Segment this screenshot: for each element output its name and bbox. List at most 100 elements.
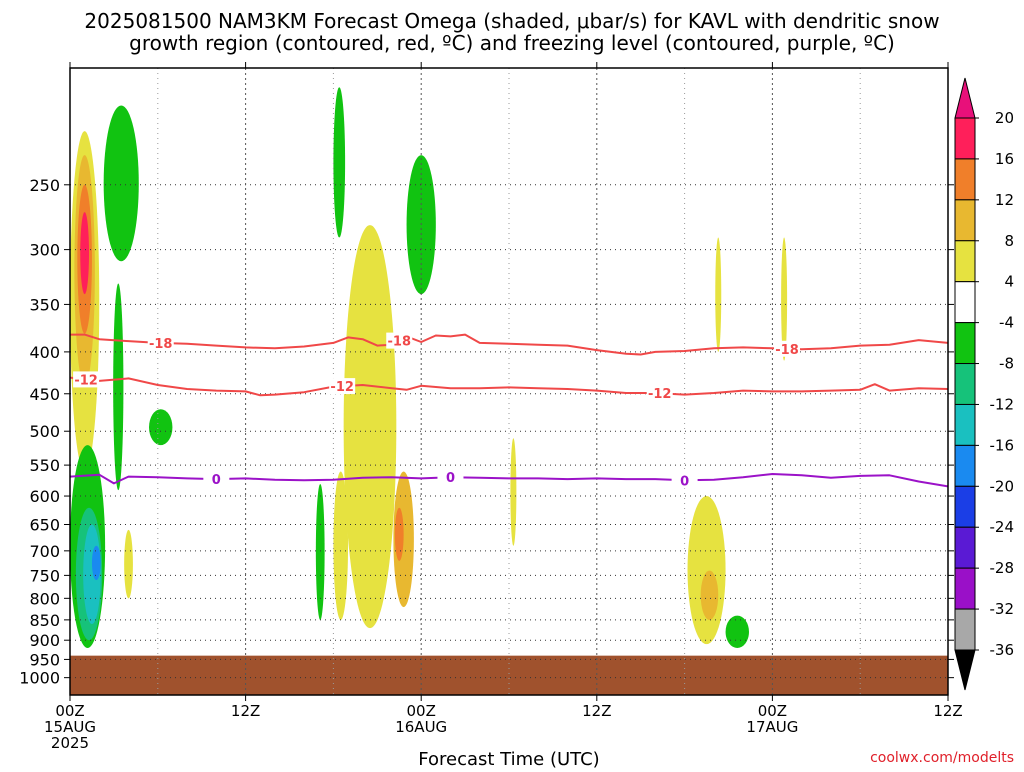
colorbar-label: -12 xyxy=(990,395,1015,413)
y-axis: 2503003504004505005506006507007508008509… xyxy=(19,176,954,688)
omega-region-4-to-8 xyxy=(333,471,349,620)
x-tick-label: 16AUG xyxy=(395,718,447,736)
colorbar-swatch xyxy=(954,363,976,405)
x-tick-label: 00Z xyxy=(758,702,787,720)
temperature-contours: -18 -18 -18 -12 -12 -12 0 0 0 xyxy=(70,332,948,489)
y-tick-label: 450 xyxy=(29,385,60,404)
colorbar-swatch xyxy=(954,444,976,487)
omega-region--4-to--8 xyxy=(113,283,124,491)
contour-label: 0 xyxy=(212,473,221,488)
x-tick-label: 12Z xyxy=(231,702,260,720)
y-tick-label: 550 xyxy=(29,456,60,475)
colorbar-swatch xyxy=(954,526,976,569)
colorbar-swatch xyxy=(954,567,976,610)
chart-title-line: 2025081500 NAM3KM Forecast Omega (shaded… xyxy=(84,9,939,33)
x-tick-label: 12Z xyxy=(582,702,611,720)
contour-label-bg xyxy=(646,385,673,402)
x-tick-label: 15AUG xyxy=(44,718,96,736)
colorbar-label: -24 xyxy=(990,518,1015,536)
plot-frame xyxy=(69,67,949,696)
source-footer: coolwx.com/modelts xyxy=(870,750,1014,766)
contour-label: -18 xyxy=(388,335,412,350)
colorbar-label: -4 xyxy=(999,314,1014,332)
y-tick-label: 950 xyxy=(29,650,60,669)
y-tick-label: 850 xyxy=(29,611,60,630)
contour-label: -18 xyxy=(149,337,173,352)
colorbar-swatch xyxy=(954,403,976,446)
colorbar-swatch xyxy=(954,199,976,242)
ground-layer xyxy=(70,655,948,695)
contour-line-0 xyxy=(70,473,948,488)
x-tick-label: 00Z xyxy=(55,702,84,720)
colorbar-label: -8 xyxy=(999,355,1014,373)
chart-title-line: growth region (contoured, red, ºC) and f… xyxy=(129,31,895,55)
x-tick-label: 17AUG xyxy=(746,718,798,736)
contour-label-bg xyxy=(437,469,464,486)
colorbar-label: 20 xyxy=(995,109,1014,127)
colorbar-label: -28 xyxy=(990,559,1015,577)
colorbar-swatch xyxy=(954,485,976,528)
omega-region-4-to-8 xyxy=(343,225,397,629)
x-tick-label: 2025 xyxy=(51,734,89,752)
contour-label-bg xyxy=(73,371,100,388)
omega-region-8-to-12 xyxy=(393,471,414,608)
colorbar-label: -32 xyxy=(990,600,1015,618)
omega-region-4-to-8 xyxy=(781,237,788,361)
omega-region-12-to-16 xyxy=(394,507,404,561)
y-tick-label: 650 xyxy=(29,515,60,534)
contour-label-bg xyxy=(671,472,698,489)
omega-region-4-to-8 xyxy=(687,496,726,645)
omega-region--4-to--8 xyxy=(725,615,749,649)
colorbar-swatch xyxy=(954,322,976,365)
contour-label-bg xyxy=(329,378,356,395)
contour-label: 0 xyxy=(446,471,455,486)
colorbar-swatch xyxy=(954,240,976,283)
omega-region--4-to--8 xyxy=(333,87,346,238)
omega-region-16-to-20 xyxy=(80,212,90,295)
y-tick-label: 800 xyxy=(29,589,60,608)
y-tick-label: 900 xyxy=(29,631,60,650)
colorbar-swatch xyxy=(954,608,976,651)
y-tick-label: 250 xyxy=(29,176,60,195)
omega-region--4-to--8 xyxy=(315,483,325,620)
contour-label: -12 xyxy=(648,387,672,402)
x-tick-label: 12Z xyxy=(933,702,962,720)
colorbar-label: 16 xyxy=(995,150,1014,168)
colorbar-label: 4 xyxy=(1004,273,1014,291)
omega-region--4-to--8 xyxy=(149,409,173,446)
y-tick-label: 700 xyxy=(29,542,60,561)
plot-area xyxy=(70,68,948,695)
x-axis-label: Forecast Time (UTC) xyxy=(418,749,599,768)
y-tick-label: 300 xyxy=(29,241,60,260)
y-tick-label: 1000 xyxy=(19,669,60,688)
omega-region-4-to-8 xyxy=(715,237,722,352)
colorbar-swatch xyxy=(954,158,976,201)
colorbar-swatch xyxy=(954,117,976,160)
omega-region-4-to-8 xyxy=(124,529,133,599)
contour-label-bg xyxy=(147,334,174,351)
colorbar: 20 16 12 8 4 -4 -8 -12 -16 -20 -24 -28 -32 -36 xyxy=(954,77,1015,691)
y-tick-label: 750 xyxy=(29,566,60,585)
colorbar-label: 8 xyxy=(1004,232,1014,250)
y-tick-label: 500 xyxy=(29,422,60,441)
ground-shading xyxy=(70,655,948,695)
chart-title: 2025081500 NAM3KM Forecast Omega (shaded… xyxy=(84,9,939,55)
contour-label-bg xyxy=(203,471,230,488)
colorbar-swatch xyxy=(954,281,976,324)
contour-label-bg xyxy=(774,340,801,357)
omega-region-8-to-12 xyxy=(700,570,719,620)
contour-label: -12 xyxy=(74,373,98,388)
colorbar-top-arrow xyxy=(954,77,976,119)
contour-label: -18 xyxy=(775,343,799,358)
omega-region--4-to--8 xyxy=(103,105,139,262)
contour-label-bg xyxy=(386,332,413,349)
colorbar-label: -20 xyxy=(990,477,1015,495)
contour-label: 0 xyxy=(680,474,689,489)
x-tick-label: 00Z xyxy=(407,702,436,720)
contour-line--18 xyxy=(70,333,948,356)
colorbar-label: 12 xyxy=(995,191,1014,209)
omega-shading xyxy=(70,87,788,649)
